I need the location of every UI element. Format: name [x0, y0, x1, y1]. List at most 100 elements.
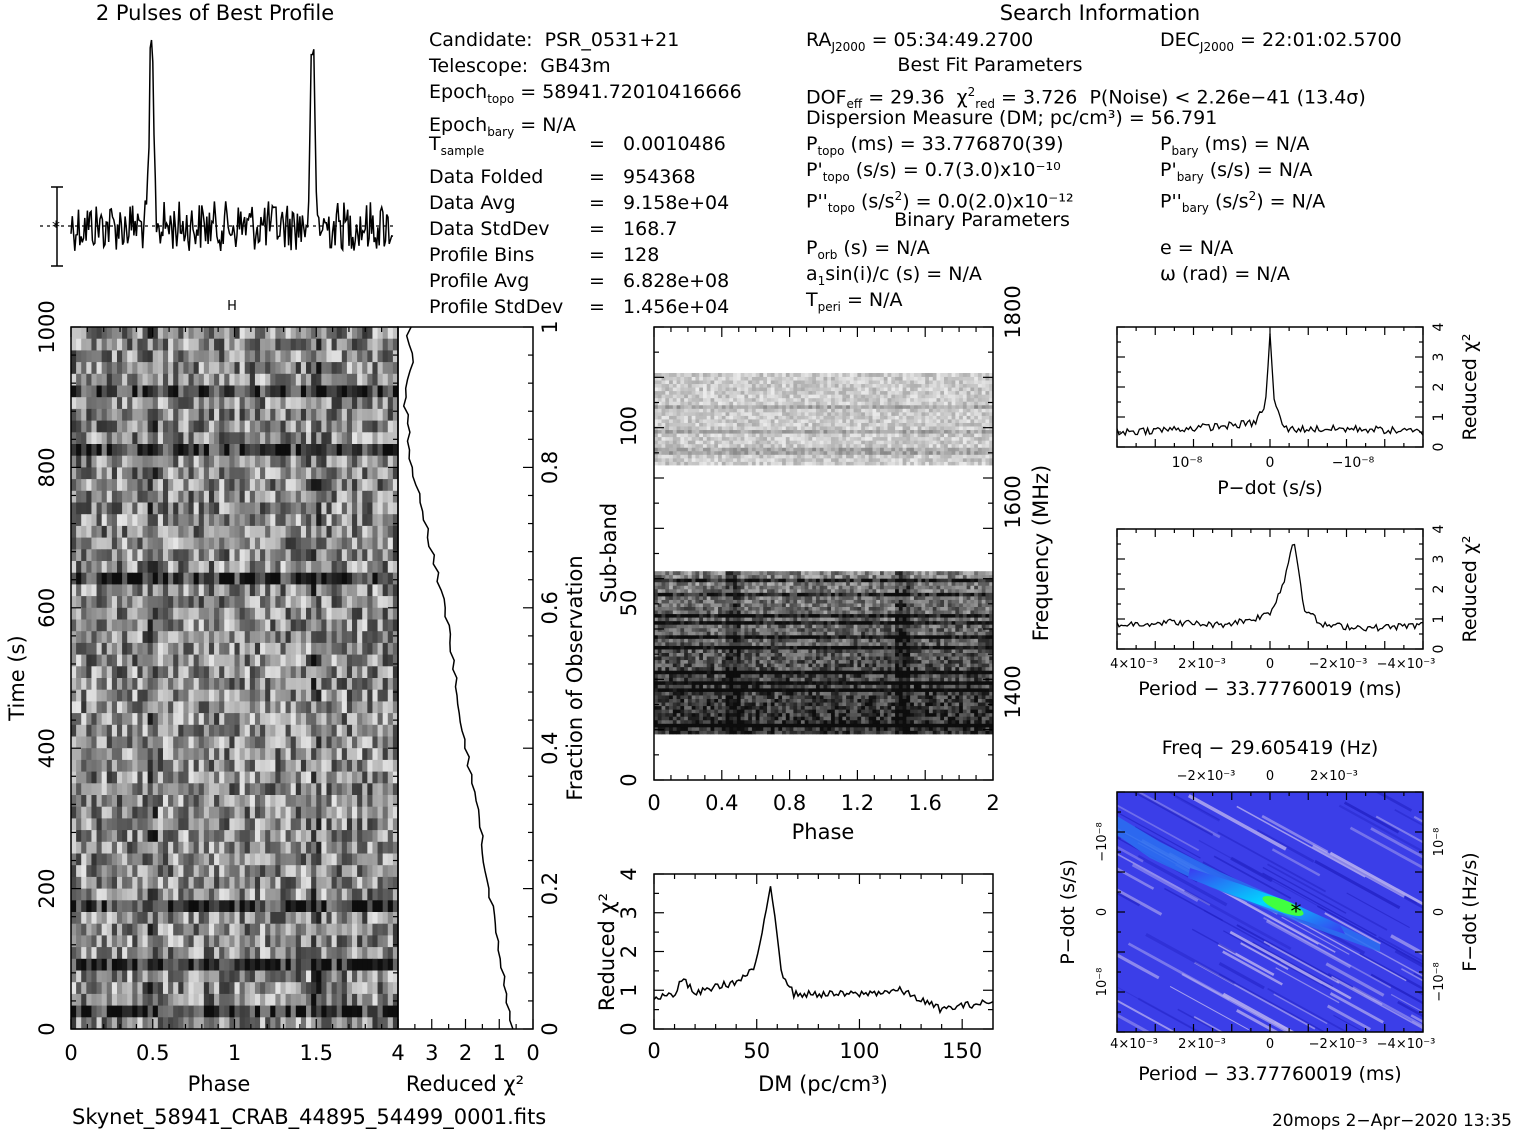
time-phase-cell	[127, 572, 133, 585]
time-phase-cell	[372, 958, 378, 971]
time-phase-cell	[306, 841, 312, 854]
time-phase-cell	[96, 1005, 103, 1018]
time-chi2-line	[402, 326, 514, 1030]
time-phase-cell	[280, 923, 286, 936]
time-phase-cell	[122, 865, 128, 878]
subband-cell	[864, 716, 870, 721]
time-tick-label: 800	[35, 447, 59, 487]
time-phase-cell	[96, 736, 103, 749]
time-phase-cell	[244, 830, 251, 843]
subband-cell	[917, 712, 922, 717]
time-phase-cell	[101, 502, 108, 515]
time-phase-cell	[362, 689, 368, 702]
time-phase-cell	[270, 795, 276, 808]
time-phase-cell	[127, 455, 133, 468]
subband-cell	[951, 705, 956, 710]
time-phase-cell	[86, 970, 92, 983]
time-phase-cell	[198, 759, 205, 772]
time-phase-cell	[244, 713, 251, 726]
time-phase-cell	[81, 537, 87, 550]
time-phase-cell	[290, 350, 297, 363]
subband-cell	[800, 702, 806, 707]
time-phase-cell	[357, 502, 363, 515]
subband-cell	[706, 702, 711, 707]
time-phase-cell	[234, 666, 241, 679]
subband-cell	[966, 712, 971, 717]
time-phase-cell	[86, 666, 92, 679]
time-phase-cell	[357, 537, 363, 550]
time-phase-cell	[270, 900, 276, 913]
time-phase-cell	[122, 397, 128, 410]
time-phase-cell	[132, 607, 138, 620]
time-phase-cell	[203, 900, 210, 913]
time-phase-cell	[224, 759, 230, 772]
subband-cell	[849, 716, 855, 721]
time-phase-cell	[336, 432, 343, 445]
time-phase-cell	[295, 830, 302, 843]
time-phase-cell	[270, 338, 276, 351]
time-phase-cell	[234, 607, 241, 620]
time-phase-cell	[321, 865, 327, 878]
time-phase-cell	[203, 525, 210, 538]
subband-cell	[725, 712, 730, 717]
time-phase-cell	[311, 841, 317, 854]
time-phase-cell	[147, 327, 154, 340]
time-phase-cell	[152, 830, 159, 843]
time-phase-cell	[116, 561, 123, 574]
time-phase-cell	[357, 490, 363, 503]
time-phase-cell	[336, 912, 343, 925]
time-phase-cell	[316, 865, 322, 878]
time-phase-cell	[321, 455, 327, 468]
time-phase-cell	[336, 876, 343, 889]
time-phase-cell	[377, 584, 384, 597]
time-phase-cell	[280, 654, 286, 667]
time-phase-cell	[81, 455, 87, 468]
time-phase-cell	[208, 432, 215, 445]
time-phase-cell	[162, 479, 169, 492]
time-phase-cell	[214, 654, 220, 667]
profile-title: 2 Pulses of Best Profile	[96, 1, 334, 25]
time-phase-cell	[387, 584, 394, 597]
time-phase-cell	[81, 935, 87, 948]
time-phase-cell	[331, 783, 338, 796]
time-phase-cell	[229, 947, 235, 960]
time-phase-cell	[86, 502, 92, 515]
time-phase-cell	[132, 444, 138, 457]
time-phase-cell	[346, 713, 353, 726]
time-phase-cell	[244, 958, 251, 971]
time-phase-cell	[91, 327, 97, 340]
time-phase-cell	[280, 350, 286, 363]
time-phase-cell	[224, 993, 230, 1006]
time-phase-cell	[91, 759, 97, 772]
time-phase-cell	[198, 432, 205, 445]
subband-cell	[887, 716, 892, 721]
time-phase-cell	[91, 841, 97, 854]
time-phase-cell	[290, 619, 297, 632]
time-phase-cell	[142, 736, 149, 749]
subband-cell	[729, 719, 734, 724]
time-phase-cell	[265, 818, 271, 831]
time-phase-cell	[392, 607, 398, 620]
time-phase-cell	[214, 572, 220, 585]
time-phase-cell	[290, 795, 297, 808]
time-phase-cell	[178, 373, 184, 386]
time-phase-cell	[372, 420, 378, 433]
time-phase-cell	[219, 900, 225, 913]
time-phase-cell	[178, 689, 184, 702]
subband-cell	[853, 698, 858, 703]
subband-cell	[921, 716, 926, 721]
time-phase-cell	[208, 362, 215, 375]
time-phase-cell	[249, 373, 256, 386]
time-phase-cell	[260, 876, 266, 889]
time-phase-cell	[270, 502, 276, 515]
time-phase-cell	[300, 408, 307, 421]
time-phase-cell	[331, 713, 338, 726]
time-phase-cell	[316, 982, 322, 995]
subband-cell	[849, 719, 855, 724]
subband-cell	[702, 705, 708, 710]
time-phase-cell	[81, 795, 87, 808]
time-phase-cell	[280, 572, 286, 585]
time-phase-cell	[162, 759, 169, 772]
time-phase-cell	[260, 935, 266, 948]
time-phase-cell	[157, 783, 164, 796]
